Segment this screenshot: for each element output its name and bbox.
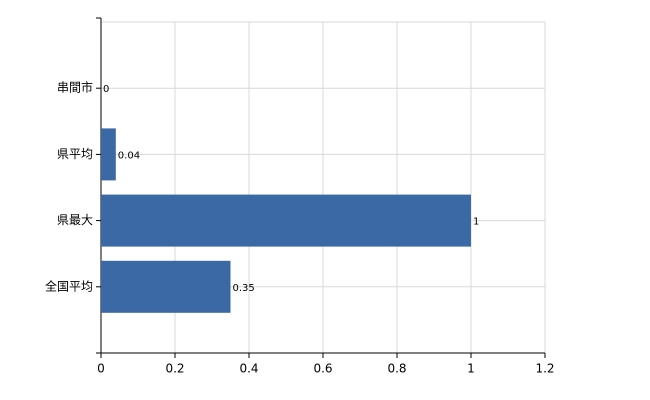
x-tick-label: 0 — [97, 362, 105, 376]
y-tick-label: 県平均 — [57, 147, 93, 161]
x-tick-label: 0.4 — [239, 362, 258, 376]
value-label: 0.35 — [233, 283, 255, 294]
x-tick-label: 0.8 — [387, 362, 406, 376]
x-tick-label: 1 — [467, 362, 475, 376]
bar — [101, 128, 116, 181]
value-label: 1 — [473, 217, 479, 228]
x-tick-label: 0.2 — [165, 362, 184, 376]
y-tick-label: 全国平均 — [45, 278, 93, 293]
x-tick-label: 1.2 — [535, 362, 554, 376]
bar — [101, 260, 231, 313]
bar — [101, 194, 471, 247]
y-tick-label: 串間市 — [57, 80, 93, 95]
x-tick-label: 0.6 — [313, 362, 332, 376]
value-label: 0.04 — [118, 150, 140, 161]
value-label: 0 — [103, 84, 109, 95]
y-tick-label: 県最大 — [57, 213, 93, 227]
